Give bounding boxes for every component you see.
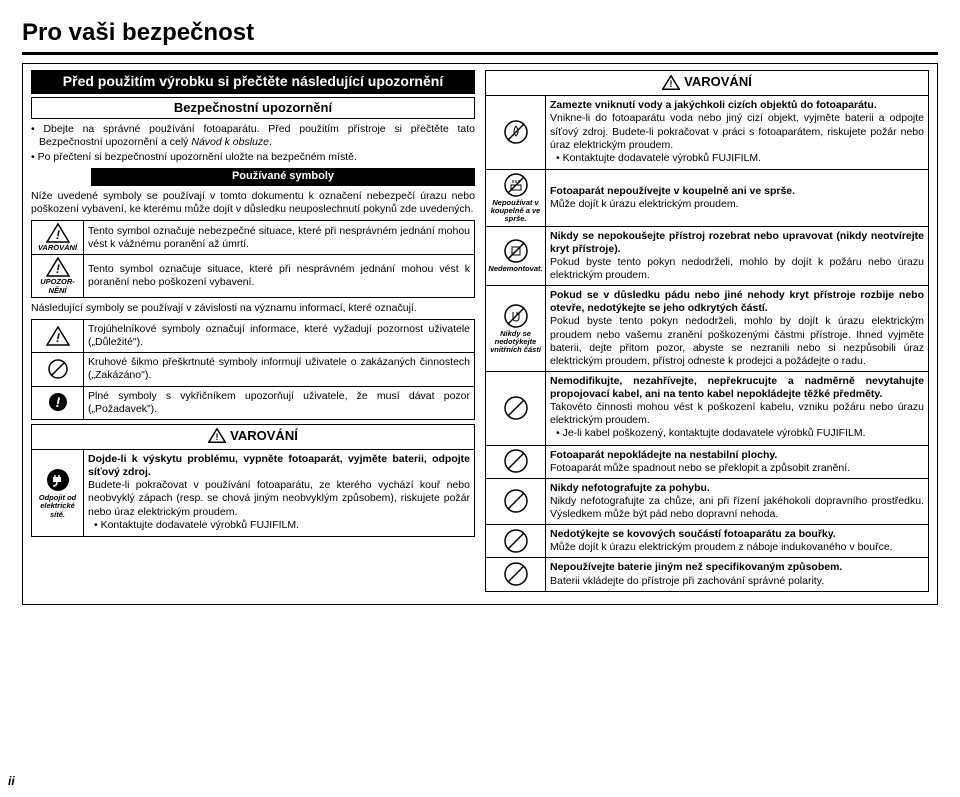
black-header: Před použitím výrobku si přečtěte násled… [31,70,475,94]
title: Nikdy se nepokoušejte přístroj rozebrat … [550,230,924,255]
content-box: Před použitím výrobku si přečtěte násled… [22,63,938,605]
label: Nedemontovat. [488,265,543,273]
label: Nepoužívat v koupelně a ve sprše. [488,199,543,224]
right-column: ! VAROVÁNÍ Zamezte vniknutí vody a jakýc… [485,70,929,596]
page-number: ii [8,774,15,789]
caution-icon-cell: ! UPOZOR-NĚNÍ [32,255,84,298]
title: Zamezte vniknutí vody a jakýchkoli cizíc… [550,99,877,111]
mark-table: ! Trojúhelníkové symboly označují inform… [31,319,475,420]
cell: Pokud se v důsledku pádu nebo jiné nehod… [546,286,929,372]
cell: Dojde-li k výskytu problému, vypněte fot… [84,450,475,537]
svg-text:!: ! [56,228,60,242]
label: Nikdy se nedotýkejte vnitřních částí [488,330,543,355]
bullet: Dbejte na správné používání fotoaparátu.… [31,123,475,149]
cell: Fotoaparát nepoužívejte v koupelně ani v… [546,169,929,226]
cell: Nedotýkejte se kovových součástí fotoapa… [546,525,929,558]
outline-header: Bezpečnostní upozornění [31,97,475,119]
title: Fotoaparát nepoužívejte v koupelně ani v… [550,185,795,197]
title: Fotoaparát nepokládejte na nestabilní pl… [550,449,777,461]
label: VAROVÁNÍ [34,244,81,252]
body: Nikdy nefotografujte za chůze, ani při ř… [550,495,924,520]
left-column: Před použitím výrobku si přečtěte násled… [31,70,475,596]
cell: Nepoužívejte baterie jiným než specifiko… [546,558,929,591]
cell: Nikdy se nepokoušejte přístroj rozebrat … [546,226,929,286]
no-water-icon [486,96,546,170]
bullet: Kontaktujte dodavatele výrobků FUJIFILM. [88,519,470,532]
title: Nedotýkejte se kovových součástí fotoapa… [550,528,836,540]
no-disassemble-icon: Nedemontovat. [486,226,546,286]
body: Fotoaparát může spadnout nebo se překlop… [550,462,850,474]
cell: Plné symboly s vykřičníkem upozorňují už… [84,386,475,419]
symbol-table: ! VAROVÁNÍ Tento symbol označuje nebezpe… [31,220,475,298]
body: Vnikne-li do fotoaparátu voda nebo jiný … [550,112,924,150]
body: Baterii vkládejte do přístroje při zacho… [550,575,824,587]
prohibit-icon [486,445,546,478]
label: UPOZOR-NĚNÍ [34,278,81,295]
svg-text:!: ! [56,262,60,276]
unplug-icon-cell: Odpojit od elektrické sítě. [32,450,84,537]
title: Nikdy nefotografujte za pohybu. [550,482,710,494]
title: Nemodifikujte, nezahřívejte, nepřekrucuj… [550,375,924,400]
warning-label: VAROVÁNÍ [684,74,752,90]
warning-icon-cell: ! VAROVÁNÍ [32,221,84,255]
cell: Fotoaparát nepokládejte na nestabilní pl… [546,445,929,478]
page-title-text: Pro vaši bezpečnost [22,19,254,46]
cell: Nikdy nefotografujte za pohybu. Nikdy ne… [546,478,929,524]
bullet: Kontaktujte dodavatele výrobků FUJIFILM. [550,152,924,165]
solid-circle-icon: ! [32,386,84,419]
paragraph: Níže uvedené symboly se používají v tomt… [31,190,475,216]
no-bathroom-icon: Nepoužívat v koupelně a ve sprše. [486,169,546,226]
bullet: Je-li kabel poškozený, kontaktujte dodav… [550,427,924,440]
warning-label: VAROVÁNÍ [230,428,298,444]
paragraph: Následující symboly se používají v závis… [31,302,475,315]
body: Takovéto činnosti mohou vést k poškození… [550,401,924,426]
svg-text:!: ! [216,432,219,442]
cell: Tento symbol označuje situace, které při… [84,255,475,298]
prohibit-icon [486,558,546,591]
title: Nepoužívejte baterie jiným než specifiko… [550,561,842,573]
cell: Zamezte vniknutí vody a jakýchkoli cizíc… [546,96,929,170]
prohibit-icon [486,525,546,558]
body: Může dojít k úrazu elektrickým proudem z… [550,541,893,553]
page-title: Pro vaši bezpečnost [22,18,938,55]
cell: Tento symbol označuje nebezpečné situace… [84,221,475,255]
prohibit-icon [486,478,546,524]
svg-text:!: ! [55,394,60,410]
label: Odpojit od elektrické sítě. [34,494,81,519]
cell: Nemodifikujte, nezahřívejte, nepřekrucuj… [546,371,929,445]
body: Budete-li pokračovat v používání fotoapa… [88,479,470,517]
svg-text:!: ! [670,79,673,89]
title: Pokud se v důsledku pádu nebo jiné nehod… [550,289,924,314]
circle-slash-icon [32,353,84,386]
prohibit-icon [486,371,546,445]
bullet: Po přečtení si bezpečnostní upozornění u… [31,151,475,164]
body: Může dojít k úrazu elektrickým proudem. [550,198,739,210]
triangle-icon: ! [32,320,84,353]
no-touch-icon: Nikdy se nedotýkejte vnitřních částí [486,286,546,372]
body: Pokud byste tento pokyn nedodrželi, mohl… [550,315,924,366]
title: Dojde-li k výskytu problému, vypněte fot… [88,453,470,478]
body: Pokud byste tento pokyn nedodrželi, mohl… [550,256,924,281]
symbols-header: Používané symboly [91,168,475,186]
cell: Trojúhelníkové symboly označují informac… [84,320,475,353]
cell: Kruhové šikmo přeškrtnuté symboly inform… [84,353,475,386]
svg-text:!: ! [56,331,60,345]
warning-section-right: ! VAROVÁNÍ Zamezte vniknutí vody a jakýc… [485,70,929,592]
warning-section-left: ! VAROVÁNÍ Odpojit od elektrické sítě. D… [31,424,475,537]
